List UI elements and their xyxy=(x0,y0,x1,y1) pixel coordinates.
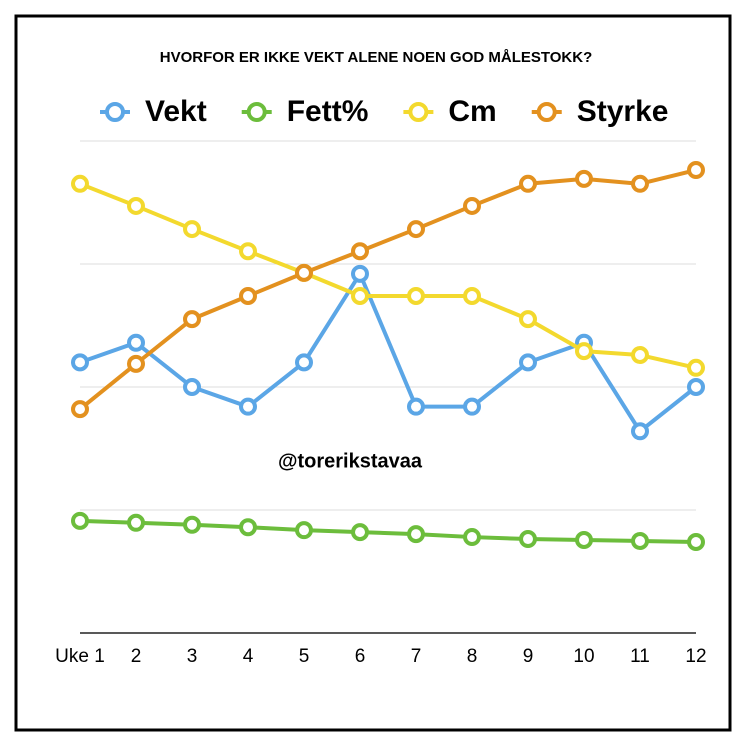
legend-item: Styrke xyxy=(531,95,669,128)
data-point xyxy=(351,523,369,542)
x-tick-label: 2 xyxy=(131,646,142,667)
data-point xyxy=(687,161,705,180)
data-point xyxy=(239,286,257,305)
data-point xyxy=(71,511,89,530)
legend-label: Vekt xyxy=(145,95,207,128)
legend-marker xyxy=(536,102,557,122)
series-line xyxy=(79,518,697,544)
data-point xyxy=(687,378,705,396)
annotation: @torerikstavaa xyxy=(278,450,423,472)
data-point xyxy=(687,358,705,377)
x-tick-label: 4 xyxy=(243,646,254,667)
x-tick-label: 12 xyxy=(685,646,706,667)
data-point xyxy=(295,521,313,540)
data-point xyxy=(407,397,425,416)
chart-title: HVORFOR ER IKKE VEKT ALENE NOEN GOD MÅLE… xyxy=(160,49,593,66)
data-point xyxy=(575,531,593,550)
data-point xyxy=(239,242,257,261)
data-point xyxy=(575,169,593,188)
data-point xyxy=(183,310,201,329)
series-line xyxy=(79,181,697,370)
data-point xyxy=(631,422,649,441)
legend-item: Vekt xyxy=(100,95,207,128)
data-point xyxy=(351,242,369,261)
x-tick-label: 6 xyxy=(355,646,366,667)
legend-label: Cm xyxy=(448,95,496,128)
data-point xyxy=(407,286,425,305)
x-tick-label: Uke 1 xyxy=(55,646,105,667)
data-point xyxy=(71,353,89,372)
data-point xyxy=(295,353,313,372)
data-point xyxy=(519,530,537,549)
data-point xyxy=(631,346,649,365)
legend-item: Cm xyxy=(403,95,497,128)
series-line xyxy=(79,271,698,434)
data-point xyxy=(239,518,257,537)
data-point xyxy=(183,515,201,534)
x-tick-label: 5 xyxy=(299,646,310,667)
data-point xyxy=(407,220,425,239)
legend-item: Fett% xyxy=(241,95,369,128)
data-point xyxy=(351,264,369,283)
x-tick-label: 8 xyxy=(467,646,478,667)
data-point xyxy=(127,196,145,215)
frame xyxy=(14,14,732,732)
x-tick-label: 3 xyxy=(187,646,198,667)
data-point xyxy=(127,333,145,352)
data-point xyxy=(183,378,201,396)
data-point xyxy=(463,528,481,547)
data-point xyxy=(631,174,649,193)
data-point xyxy=(239,397,257,416)
data-point xyxy=(127,513,145,532)
data-point xyxy=(295,263,313,282)
data-point xyxy=(351,286,369,305)
data-point xyxy=(519,353,537,372)
legend-marker xyxy=(246,102,267,122)
data-point xyxy=(575,342,593,361)
data-point xyxy=(127,354,145,373)
x-tick-label: 7 xyxy=(411,646,422,667)
legend-marker xyxy=(408,102,429,122)
legend-label: Fett% xyxy=(287,95,369,128)
data-point xyxy=(183,220,201,239)
data-point xyxy=(463,286,481,305)
x-tick-label: 10 xyxy=(573,646,594,667)
legend-marker xyxy=(105,102,125,122)
data-point xyxy=(407,525,425,544)
data-point xyxy=(631,531,649,550)
series-line xyxy=(78,168,697,411)
x-tick-label: 11 xyxy=(630,646,650,667)
legend-label: Styrke xyxy=(577,95,669,128)
data-point xyxy=(519,174,537,193)
data-point xyxy=(519,310,537,329)
data-point xyxy=(687,532,705,551)
data-point xyxy=(463,397,481,416)
x-tick-label: 9 xyxy=(523,646,534,667)
data-point xyxy=(71,400,89,419)
data-point xyxy=(71,174,89,193)
data-point xyxy=(463,196,481,215)
